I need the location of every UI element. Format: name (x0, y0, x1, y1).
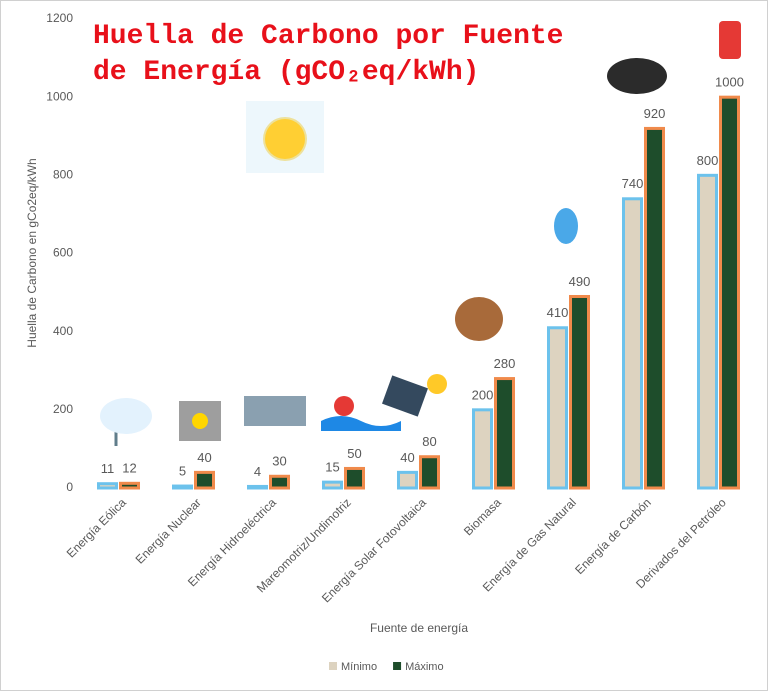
dam-icon (244, 396, 306, 426)
bar (397, 470, 418, 490)
buoy-icon (334, 396, 354, 416)
y-axis-label: Huella de Carbono en gCo2eq/kWh (25, 158, 39, 347)
icons (100, 21, 741, 446)
solar-icon (382, 375, 428, 417)
bar (172, 484, 193, 490)
bar (547, 326, 568, 490)
value-label: 40 (400, 450, 414, 465)
x-tick-label: Biomasa (461, 495, 504, 538)
bar (644, 126, 665, 490)
fuel-icon (719, 21, 741, 59)
nuclear-sign (192, 413, 208, 429)
bar (697, 173, 718, 490)
x-tick-label: Energía Nuclear (133, 495, 204, 566)
value-label: 80 (422, 434, 436, 449)
value-label: 800 (697, 153, 719, 168)
legend-swatch (393, 662, 402, 670)
value-label: 50 (347, 446, 361, 461)
y-tick-label: 600 (53, 246, 73, 260)
bar (269, 474, 290, 490)
bar (419, 455, 440, 490)
value-label: 30 (272, 454, 286, 469)
value-label: 11 (101, 461, 115, 476)
solar-sun (427, 374, 447, 394)
bar (119, 481, 140, 490)
x-tick-label: Energía de Carbón (572, 495, 654, 577)
value-label: 740 (622, 176, 644, 191)
bar (322, 480, 343, 490)
legend-swatch (329, 662, 337, 670)
value-label: 4 (254, 464, 261, 479)
value-label: 5 (179, 463, 186, 478)
coal-icon (607, 58, 667, 94)
y-tick-label: 200 (53, 402, 73, 416)
y-tick-label: 400 (53, 324, 73, 338)
bar (622, 197, 643, 490)
value-label: 410 (547, 305, 569, 320)
bar (97, 482, 118, 490)
bar (569, 294, 590, 490)
value-label: 15 (325, 460, 339, 475)
y-tick-label: 0 (66, 480, 73, 494)
sun-face (265, 119, 305, 159)
chart-title: Huella de Carbono por Fuente de Energía … (93, 21, 564, 88)
y-tick-label: 800 (53, 168, 73, 182)
value-label: 40 (197, 450, 211, 465)
gas-icon (554, 208, 578, 244)
value-label: 280 (494, 356, 516, 371)
biomass-icon (455, 297, 503, 341)
value-label: 920 (644, 106, 666, 121)
legend-label: Máximo (405, 661, 444, 673)
cloud-icon (100, 398, 152, 434)
value-label: 12 (122, 461, 136, 476)
value-label: 1000 (715, 75, 744, 90)
y-tick-label: 1200 (46, 11, 73, 25)
legend-label: Mínimo (341, 661, 377, 673)
bar (494, 377, 515, 490)
x-tick-label: Energía Eólica (64, 495, 129, 560)
value-label: 490 (569, 274, 591, 289)
bar (472, 408, 493, 490)
x-axis-label: Fuente de energía (370, 621, 468, 635)
bar (719, 95, 740, 490)
bar (344, 466, 365, 490)
bar (194, 470, 215, 490)
value-label: 200 (472, 387, 494, 402)
y-tick-label: 1000 (46, 89, 73, 103)
bar (247, 484, 268, 490)
wave-icon (321, 416, 401, 431)
